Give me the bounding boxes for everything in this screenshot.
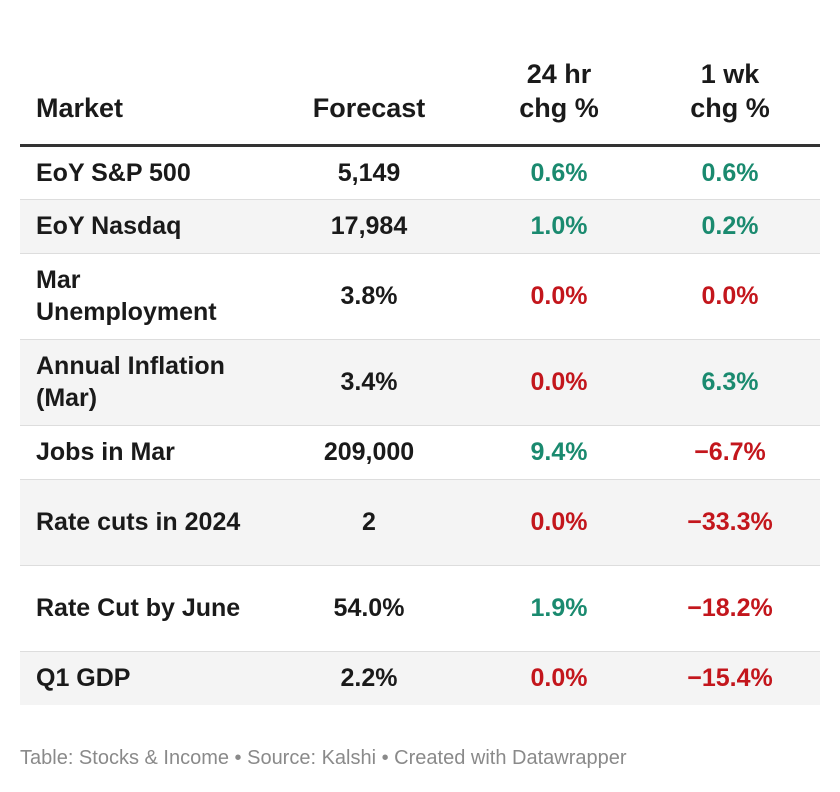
chg1w-cell: −15.4% — [640, 651, 820, 705]
chg1w-cell: 0.2% — [640, 199, 820, 254]
market-cell: EoY S&P 500 — [20, 145, 260, 200]
forecast-cell: 209,000 — [260, 425, 478, 480]
column-header-forecast: Forecast — [260, 0, 478, 147]
table-row: EoY S&P 500 5,149 0.6% 0.6% — [20, 145, 820, 200]
table-row: Q1 GDP 2.2% 0.0% −15.4% — [20, 651, 820, 705]
chg1w-cell: −33.3% — [640, 479, 820, 566]
chg24-cell: 9.4% — [478, 425, 640, 480]
table-row: Rate Cut by June 54.0% 1.9% −18.2% — [20, 565, 820, 652]
market-cell: Q1 GDP — [20, 651, 260, 705]
forecast-cell: 2.2% — [260, 651, 478, 705]
header-row: Market Forecast 24 hr chg % 1 wk chg % — [20, 0, 820, 147]
table-row: Annual Inflation (Mar) 3.4% 0.0% 6.3% — [20, 339, 820, 426]
chg1w-cell: 0.6% — [640, 145, 820, 200]
market-cell: EoY Nasdaq — [20, 199, 260, 254]
market-cell: Rate Cut by June — [20, 565, 260, 652]
chg24-cell: 0.0% — [478, 479, 640, 566]
column-header-1wk-line2: chg % — [690, 92, 770, 123]
markets-table: Market Forecast 24 hr chg % 1 wk chg % E… — [20, 0, 820, 705]
column-header-1wk-chg: 1 wk chg % — [640, 0, 820, 147]
table-row: Jobs in Mar 209,000 9.4% −6.7% — [20, 425, 820, 480]
forecast-cell: 54.0% — [260, 565, 478, 652]
table-footer: Table: Stocks & Income • Source: Kalshi … — [20, 747, 627, 769]
column-header-24hr-chg: 24 hr chg % — [478, 0, 640, 147]
table-row: EoY Nasdaq 17,984 1.0% 0.2% — [20, 199, 820, 254]
market-cell: Mar Unemployment — [20, 253, 260, 340]
chg1w-cell: 0.0% — [640, 253, 820, 340]
chg1w-cell: 6.3% — [640, 339, 820, 426]
forecast-cell: 5,149 — [260, 145, 478, 200]
table-row: Rate cuts in 2024 2 0.0% −33.3% — [20, 479, 820, 566]
column-header-24hr-line2: chg % — [519, 92, 599, 123]
chg24-cell: 1.0% — [478, 199, 640, 254]
market-cell: Annual Inflation (Mar) — [20, 339, 260, 426]
chg24-cell: 0.0% — [478, 339, 640, 426]
forecast-cell: 3.4% — [260, 339, 478, 426]
chg1w-cell: −18.2% — [640, 565, 820, 652]
table-row: Mar Unemployment 3.8% 0.0% 0.0% — [20, 253, 820, 340]
column-header-24hr-line1: 24 hr — [526, 58, 592, 89]
column-header-1wk-line1: 1 wk — [700, 58, 760, 89]
chg1w-cell: −6.7% — [640, 425, 820, 480]
column-header-market: Market — [20, 0, 260, 147]
forecast-cell: 3.8% — [260, 253, 478, 340]
forecast-cell: 2 — [260, 479, 478, 566]
chg24-cell: 0.0% — [478, 651, 640, 705]
market-cell: Jobs in Mar — [20, 425, 260, 480]
chg24-cell: 0.0% — [478, 253, 640, 340]
market-cell: Rate cuts in 2024 — [20, 479, 260, 566]
chg24-cell: 0.6% — [478, 145, 640, 200]
table-container: Market Forecast 24 hr chg % 1 wk chg % E… — [20, 0, 820, 705]
chg24-cell: 1.9% — [478, 565, 640, 652]
forecast-cell: 17,984 — [260, 199, 478, 254]
